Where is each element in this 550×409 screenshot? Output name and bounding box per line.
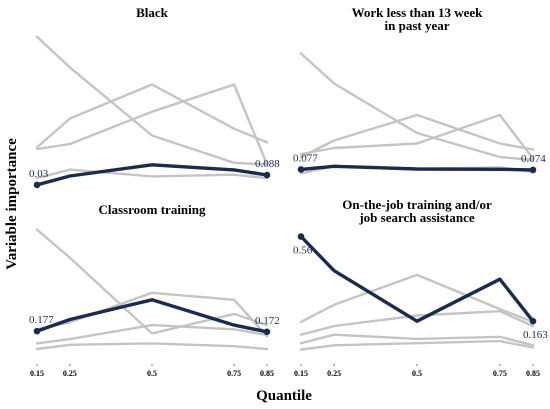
data-label: 0.03 — [29, 168, 49, 180]
highlight-endpoint-marker — [529, 317, 537, 325]
x-tick-label: 0.5 — [147, 369, 157, 378]
panel-3-x-ticks: 0.15 0.25 0.5 0.75 0.85 — [30, 364, 274, 378]
x-tick-label: 0.5 — [412, 369, 422, 378]
background-series-line — [299, 333, 535, 347]
highlight-endpoint-marker — [297, 166, 305, 173]
panel-title: Black — [136, 5, 169, 20]
highlight-endpoint-marker — [263, 171, 271, 179]
x-axis-label: Quantile — [256, 388, 312, 404]
highlight-series-line — [299, 164, 535, 172]
x-tick-label: 0.15 — [30, 369, 44, 378]
data-label: 0.163 — [523, 329, 548, 341]
background-series-line — [299, 52, 535, 162]
background-series-line — [35, 35, 269, 166]
x-tick-label: 0.25 — [327, 369, 341, 378]
panel-title: Work less than 13 week in past year — [352, 5, 484, 33]
data-label: 0.074 — [521, 153, 546, 165]
highlight-endpoint-marker — [33, 181, 41, 189]
y-axis-label: Variable importance — [4, 138, 20, 270]
background-series-line — [35, 168, 269, 180]
x-tick-label: 0.75 — [227, 369, 241, 378]
x-tick-label: 0.85 — [526, 369, 540, 378]
highlight-endpoint-marker — [297, 233, 305, 240]
highlight-series-line — [299, 234, 535, 323]
background-series-line — [35, 342, 269, 351]
panel-title: Classroom training — [98, 202, 206, 217]
panel-2: Work less than 13 week in past year 0.077 0… — [293, 5, 546, 175]
panel-3: Classroom training 0.177 0.172 — [29, 202, 280, 351]
background-series-line — [299, 273, 535, 324]
x-tick-label: 0.15 — [294, 369, 308, 378]
panels: Black 0.03 0.088 Work less than 13 week in p… — [29, 5, 548, 378]
x-tick-label: 0.85 — [260, 369, 274, 378]
background-series-line — [299, 113, 535, 160]
highlight-series-line — [35, 298, 269, 334]
panel-1: Black 0.03 0.088 — [29, 5, 280, 189]
x-tick-label: 0.75 — [493, 369, 507, 378]
data-label: 0.56 — [293, 245, 313, 257]
background-series-line — [35, 83, 269, 149]
highlight-endpoint-marker — [33, 327, 41, 335]
x-tick-label: 0.25 — [63, 369, 77, 378]
background-series-line — [35, 323, 269, 345]
background-series-line — [299, 339, 535, 351]
background-series-line — [35, 83, 269, 166]
highlight-endpoint-marker — [263, 328, 271, 336]
highlight-series-line — [35, 163, 269, 187]
data-label: 0.088 — [255, 158, 280, 170]
data-label: 0.077 — [293, 152, 318, 164]
background-series-line — [299, 113, 535, 159]
data-label: 0.172 — [255, 315, 280, 327]
data-label: 0.177 — [29, 314, 54, 326]
background-series-line — [299, 310, 535, 336]
background-series-line — [35, 228, 269, 335]
panel-title: On-the-job training and/or job search ass… — [342, 197, 492, 225]
panel-4: On-the-job training and/or job search ass… — [293, 197, 548, 378]
highlight-endpoint-marker — [529, 166, 537, 174]
